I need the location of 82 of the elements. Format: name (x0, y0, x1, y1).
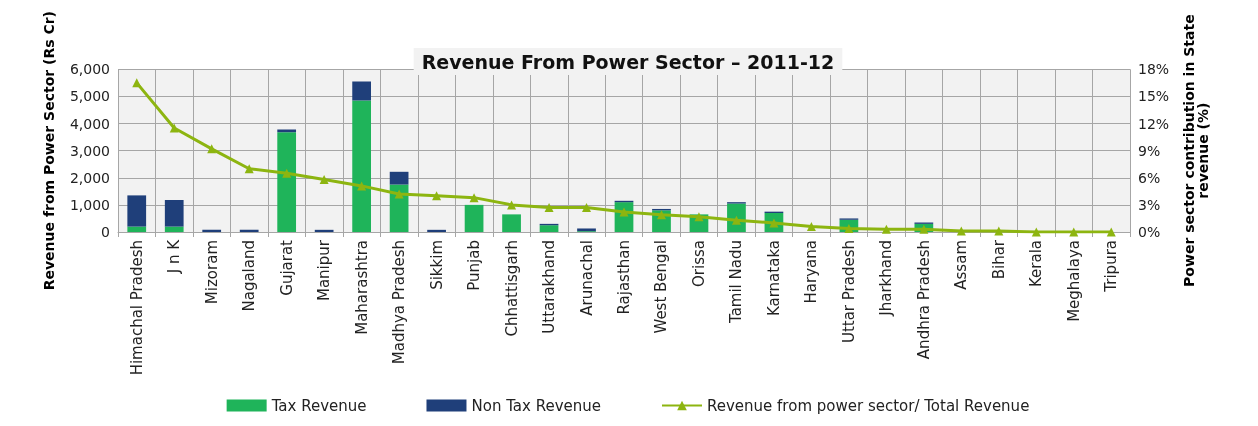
x-tick-label: J n K (165, 238, 184, 275)
x-tick-label: West Bengal (652, 240, 671, 334)
x-tick-label: Rajasthan (615, 240, 633, 315)
bar (164, 200, 184, 227)
bar (427, 229, 446, 232)
point (994, 226, 1004, 236)
x-tick-label: Meghalaya (1064, 240, 1083, 322)
x-tick-label: Haryana (802, 240, 821, 304)
bar (502, 214, 521, 232)
x-tick-label: Uttar Pradesh (839, 240, 858, 344)
y2-tick-label: 3% (1138, 196, 1161, 213)
point (881, 224, 891, 234)
y2-tick-label: 15% (1138, 88, 1170, 105)
y-tick-label: 0 (101, 224, 110, 240)
x-tick-label: Jharkhand (877, 240, 896, 317)
x-tick-label: Nagaland (240, 240, 259, 312)
x-tick-label: Madhya Pradesh (390, 240, 409, 365)
x-tick-label: Assam (952, 240, 971, 290)
x-tick-label: Tripura (1102, 240, 1121, 293)
y-tick-label: 2,000 (69, 169, 110, 186)
legend-label: Revenue from power sector/ Total Revenue (707, 396, 1030, 415)
bar (464, 204, 484, 232)
point (394, 189, 404, 199)
x-tick-label: Karnataka (764, 240, 783, 317)
point (1031, 227, 1041, 237)
point (956, 226, 966, 236)
x-tick-label: Punjab (465, 240, 484, 291)
x-tick-label: Sikkim (427, 240, 446, 290)
x-tick-label: Kerala (1027, 240, 1046, 288)
bar (127, 226, 147, 232)
bar (352, 81, 371, 101)
y2-tick-label: 12% (1138, 115, 1170, 132)
bar (389, 171, 409, 185)
y-axis-title: Revenue from Power Sector (Rs Cr) (41, 11, 57, 291)
x-tick-label: Tamil Nadu (727, 240, 746, 325)
y2-tick-label: 6% (1138, 169, 1161, 186)
y2-axis-title: Power sector contribution in State revenue (%) (1181, 14, 1211, 287)
y-tick-label: 3,000 (69, 142, 110, 159)
point (169, 123, 179, 133)
x-tick-label: Andhra Pradesh (914, 240, 933, 360)
x-tick-label: Gujarat (277, 239, 296, 296)
point (919, 224, 929, 234)
point (1106, 227, 1116, 237)
point (469, 193, 479, 203)
bar (164, 226, 184, 232)
x-tick-label: Chhattisgarh (502, 240, 521, 337)
y-tick-label: 5,000 (69, 88, 110, 105)
bar (239, 229, 259, 232)
point (1069, 227, 1079, 237)
point (282, 168, 292, 178)
bar (202, 229, 222, 232)
bar (539, 225, 559, 232)
bar (277, 129, 297, 133)
point (507, 200, 517, 210)
legend-label: Tax Revenue (270, 396, 367, 415)
x-tick-label: Orissa (689, 240, 708, 287)
x-tick-label: Uttarakhand (540, 240, 559, 334)
legend-label: Non Tax Revenue (471, 396, 601, 415)
y-tick-label: 6,000 (69, 61, 110, 78)
point (582, 203, 592, 213)
point (432, 191, 442, 201)
x-tick-label: Bihar (989, 239, 1008, 280)
point (544, 203, 554, 213)
y2-tick-label: 18% (1138, 61, 1170, 78)
point (694, 212, 704, 222)
y-tick-label: 4,000 (69, 115, 110, 132)
bar (127, 195, 147, 227)
x-tick-label: Maharashtra (352, 240, 371, 335)
bar (352, 100, 371, 232)
y2-tick-label: 0% (1138, 224, 1161, 240)
x-tick-label: Manipur (315, 239, 334, 302)
x-tick-label: Mizoram (202, 240, 221, 305)
point (806, 222, 816, 232)
point (656, 210, 666, 220)
y2-tick-label: 9% (1138, 142, 1161, 159)
x-tick-label: Arunachal (577, 240, 596, 316)
point (319, 175, 329, 185)
y-tick-label: 1,000 (69, 196, 110, 213)
bar (314, 229, 334, 232)
bar (277, 132, 297, 232)
chart-title: Revenue From Power Sector – 2011-12 (421, 50, 835, 73)
x-tick-label: Himachal Pradesh (127, 240, 146, 376)
